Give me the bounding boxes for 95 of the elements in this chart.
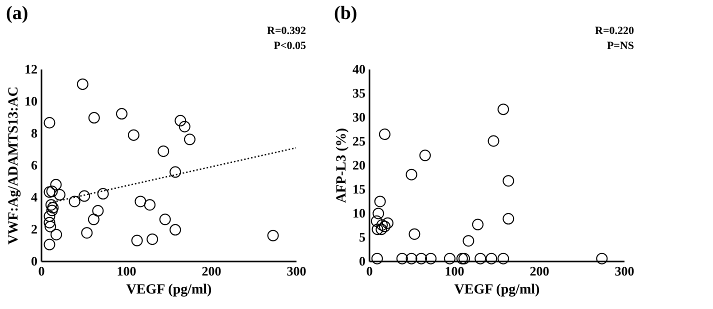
- x-tick-label: 100: [444, 264, 464, 278]
- point: [416, 252, 428, 264]
- point: [134, 196, 146, 208]
- point: [44, 238, 56, 250]
- point: [46, 186, 58, 198]
- point: [486, 252, 498, 264]
- point: [370, 215, 382, 227]
- point: [76, 78, 88, 90]
- y-tick-label: 10: [352, 206, 366, 220]
- y-tick-label: 10: [24, 94, 38, 108]
- chart-title: (a): [6, 3, 28, 24]
- y-tick-label: 4: [31, 190, 38, 204]
- point: [116, 108, 128, 120]
- point: [88, 112, 100, 124]
- point: [267, 230, 279, 242]
- point: [46, 204, 58, 216]
- y-tick-label: 20: [352, 158, 366, 172]
- point: [462, 235, 474, 247]
- point: [144, 199, 156, 211]
- point: [371, 252, 383, 264]
- y-tick-label: 15: [352, 182, 366, 196]
- y-tick-label: 2: [31, 222, 38, 236]
- point: [68, 196, 80, 208]
- point: [47, 202, 59, 214]
- point: [488, 135, 500, 147]
- point: [396, 252, 408, 264]
- x-tick-label: 100: [116, 264, 136, 278]
- y-tick-label: 12: [24, 62, 38, 76]
- point: [50, 228, 62, 240]
- point: [44, 186, 56, 198]
- point: [406, 252, 418, 264]
- point: [88, 214, 100, 226]
- point: [159, 214, 171, 226]
- point: [502, 213, 514, 224]
- point: [45, 199, 57, 211]
- point: [444, 252, 456, 264]
- x-axis-title: VEGF (pg/ml): [454, 282, 540, 298]
- point: [374, 196, 386, 208]
- point: [425, 252, 437, 264]
- point: [408, 228, 420, 240]
- point: [378, 220, 390, 232]
- point: [158, 146, 170, 157]
- x-tick-label: 300: [286, 264, 306, 278]
- y-tick-label: 0: [359, 254, 366, 268]
- point: [170, 224, 182, 236]
- point: [372, 224, 384, 236]
- point: [596, 252, 608, 264]
- y-tick-label: 25: [352, 134, 366, 148]
- point: [170, 166, 182, 178]
- y-tick-label: 5: [359, 230, 366, 244]
- y-axis-title: VWF:Ag/ADAMTS13:AC: [6, 86, 22, 244]
- y-axis-title: AFP-L3 (%): [334, 128, 350, 204]
- point: [78, 190, 90, 202]
- y-tick-label: 35: [352, 86, 366, 100]
- point: [50, 178, 62, 190]
- y-tick-label: 30: [352, 110, 366, 124]
- point: [472, 218, 484, 230]
- point: [378, 128, 390, 140]
- x-tick-label: 200: [530, 264, 550, 278]
- point: [406, 168, 418, 180]
- point: [376, 219, 388, 231]
- point: [474, 252, 486, 264]
- point: [178, 120, 190, 132]
- text: P=NS: [606, 40, 634, 52]
- chart-title: (b): [334, 3, 358, 24]
- text: P<0.05: [274, 40, 306, 52]
- point: [44, 216, 56, 228]
- x-tick-label: 200: [202, 264, 222, 278]
- point: [131, 234, 143, 246]
- y-tick-label: 40: [352, 62, 366, 76]
- point: [97, 188, 109, 200]
- y-tick-label: 0: [31, 254, 38, 268]
- y-tick-label: 8: [31, 126, 38, 140]
- point: [92, 205, 104, 216]
- point: [419, 150, 431, 162]
- point: [498, 104, 510, 116]
- point: [498, 252, 510, 264]
- point: [128, 129, 140, 141]
- point: [44, 210, 56, 222]
- point: [54, 189, 66, 200]
- point: [376, 224, 388, 236]
- point: [372, 208, 384, 220]
- point: [174, 114, 186, 126]
- point: [382, 217, 394, 229]
- point: [81, 227, 93, 239]
- y-tick-label: 6: [31, 158, 38, 172]
- point: [184, 134, 196, 146]
- x-axis-title: VEGF (pg/ml): [126, 282, 212, 298]
- point: [146, 234, 158, 245]
- point: [502, 175, 514, 187]
- text: R=0.220: [595, 25, 634, 37]
- point: [44, 220, 56, 232]
- text: R=0.392: [267, 25, 306, 37]
- point: [44, 117, 56, 128]
- x-tick-label: 300: [614, 264, 634, 278]
